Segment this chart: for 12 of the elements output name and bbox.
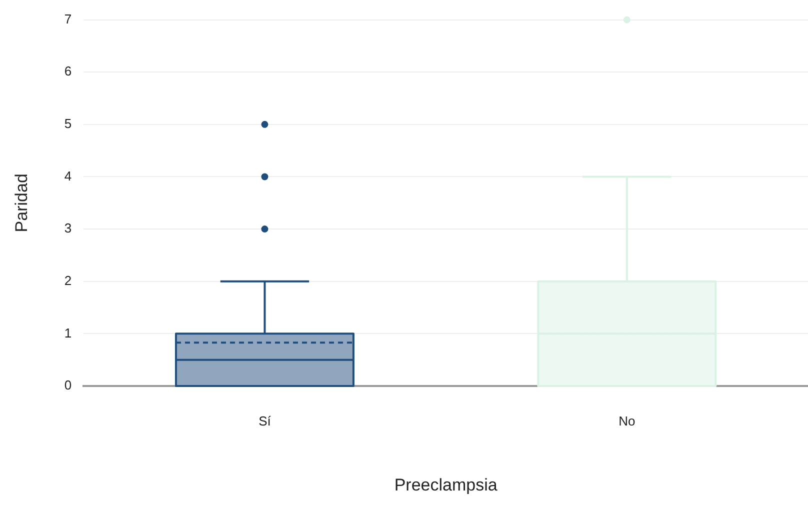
- x-axis-title: Preeclampsia: [394, 475, 498, 494]
- y-tick-label: 7: [64, 11, 72, 26]
- y-tick-label: 1: [64, 325, 72, 340]
- y-axis-title: Paridad: [12, 174, 31, 232]
- y-tick-label: 3: [64, 220, 72, 236]
- y-tick-label: 4: [64, 168, 72, 184]
- y-tick-label: 6: [64, 64, 72, 79]
- y-tick-label: 2: [64, 272, 72, 288]
- x-tick-label: No: [618, 413, 636, 428]
- x-tick-label: Sí: [258, 413, 272, 428]
- y-tick-label: 5: [64, 116, 72, 132]
- y-tick-label: 0: [64, 378, 72, 393]
